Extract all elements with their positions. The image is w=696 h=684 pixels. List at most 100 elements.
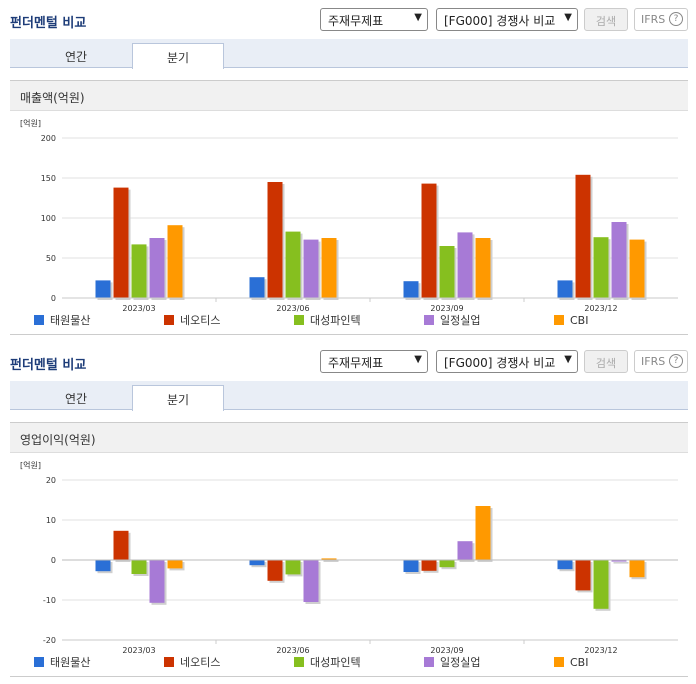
bar — [267, 182, 283, 298]
x-tick-label: 2023/12 — [584, 304, 617, 313]
bar — [321, 238, 337, 298]
ifrs-help-button[interactable]: IFRS ? — [634, 8, 688, 31]
tab-quarterly[interactable]: 분기 — [132, 43, 224, 69]
peer-compare-select-value: [FG000] 경쟁사 비교 — [444, 356, 556, 370]
y-tick-label: 100 — [41, 214, 56, 223]
chart-header: 영업이익(억원) — [10, 423, 688, 453]
chevron-down-icon: ▼ — [414, 354, 422, 365]
y-tick-label: 10 — [46, 516, 56, 525]
bar — [421, 183, 437, 298]
bar — [113, 187, 129, 298]
bar — [575, 174, 591, 298]
bar — [403, 281, 419, 298]
legend-swatch — [164, 657, 174, 667]
tab-annual[interactable]: 연간 — [64, 50, 88, 64]
search-button[interactable]: 검색 — [584, 350, 628, 373]
y-tick-label: 0 — [51, 294, 56, 303]
legend-swatch — [34, 657, 44, 667]
legend-swatch — [424, 657, 434, 667]
bar — [557, 560, 573, 570]
x-tick-label: 2023/06 — [276, 304, 309, 313]
x-tick-label: 2023/09 — [430, 304, 463, 313]
bar — [439, 246, 455, 298]
legend-swatch — [554, 657, 564, 667]
tab-annual[interactable]: 연간 — [64, 392, 88, 406]
bar — [321, 558, 337, 560]
legend-label: 대성파인텍 — [310, 314, 361, 327]
ifrs-label: IFRS — [641, 355, 666, 368]
panel-header: 펀더멘털 비교 주재무제표 ▼ [FG000] 경쟁사 비교 ▼ 검색 IFRS… — [0, 342, 696, 376]
bar — [285, 231, 301, 298]
legend-label: 대성파인텍 — [310, 656, 361, 669]
bar — [249, 277, 265, 298]
question-icon: ? — [669, 12, 683, 26]
search-button[interactable]: 검색 — [584, 8, 628, 31]
chevron-down-icon: ▼ — [564, 12, 572, 23]
bar — [475, 238, 491, 298]
bar — [593, 237, 609, 298]
legend-label: CBI — [570, 314, 588, 327]
fundamental-panel-sales: 펀더멘털 비교 주재무제표 ▼ [FG000] 경쟁사 비교 ▼ 검색 IFRS… — [0, 0, 696, 335]
bar — [457, 541, 473, 560]
tab-quarterly[interactable]: 분기 — [132, 385, 224, 411]
legend-swatch — [554, 315, 564, 325]
legend-label: 일정실업 — [440, 313, 480, 327]
ifrs-help-button[interactable]: IFRS ? — [634, 350, 688, 373]
statement-select-value: 주재무제표 — [328, 14, 384, 28]
chart-box: 매출액(억원) [억원] 0 50 100 150 200 2023/03 2023/06 20… — [10, 80, 688, 335]
bar — [629, 560, 645, 578]
legend-swatch — [294, 315, 304, 325]
chevron-down-icon: ▼ — [564, 354, 572, 365]
chart-box: 영업이익(억원) [억원] -20 -10 0 10 20 2023/03 2023/06 20… — [10, 422, 688, 677]
chevron-down-icon: ▼ — [414, 12, 422, 23]
bar — [303, 560, 319, 602]
peer-compare-select[interactable]: [FG000] 경쟁사 비교 ▼ — [436, 350, 578, 373]
ifrs-label: IFRS — [641, 13, 666, 26]
legend-label: 일정실업 — [440, 655, 480, 669]
legend-label: 네오티스 — [180, 314, 220, 327]
legend-label: CBI — [570, 656, 588, 669]
bar — [611, 222, 627, 298]
bar — [575, 560, 591, 591]
panel-header: 펀더멘털 비교 주재무제표 ▼ [FG000] 경쟁사 비교 ▼ 검색 IFRS… — [0, 0, 696, 34]
x-tick-label: 2023/03 — [122, 304, 155, 313]
unit-label: [억원] — [20, 460, 41, 470]
legend-label: 태원물산 — [50, 656, 90, 669]
statement-select[interactable]: 주재무제표 ▼ — [320, 350, 428, 373]
panel-title: 펀더멘털 비교 — [10, 358, 87, 373]
legend-swatch — [424, 315, 434, 325]
statement-select[interactable]: 주재무제표 ▼ — [320, 8, 428, 31]
bar — [475, 506, 491, 560]
fundamental-panel-operating-profit: 펀더멘털 비교 주재무제표 ▼ [FG000] 경쟁사 비교 ▼ 검색 IFRS… — [0, 342, 696, 684]
legend-swatch — [164, 315, 174, 325]
legend-label: 태원물산 — [50, 314, 90, 327]
legend-label: 네오티스 — [180, 656, 220, 669]
legend-swatch — [34, 315, 44, 325]
bar — [457, 232, 473, 298]
peer-compare-select-value: [FG000] 경쟁사 비교 — [444, 14, 556, 28]
bar — [285, 560, 301, 575]
unit-label: [억원] — [20, 118, 41, 128]
bar — [149, 560, 165, 603]
chart-header: 매출액(억원) — [10, 81, 688, 111]
statement-select-value: 주재무제표 — [328, 356, 384, 370]
bar-shadow — [613, 562, 629, 564]
bar — [421, 560, 437, 571]
bar — [593, 560, 609, 609]
bar — [167, 560, 183, 569]
bar — [611, 560, 627, 562]
bar — [131, 560, 147, 574]
x-tick-label: 2023/09 — [430, 646, 463, 655]
bar — [439, 560, 455, 568]
bar — [131, 244, 147, 298]
period-tabs: 연간 분기 — [10, 39, 688, 69]
bar — [303, 239, 319, 298]
legend-swatch — [294, 657, 304, 667]
chart-title: 매출액(억원) — [20, 91, 85, 105]
y-tick-label: -20 — [43, 636, 56, 645]
bar — [629, 239, 645, 298]
bar-chart: [억원] 0 50 100 150 200 2023/03 2023/06 2023/09 202… — [20, 118, 678, 327]
peer-compare-select[interactable]: [FG000] 경쟁사 비교 ▼ — [436, 8, 578, 31]
y-tick-label: 200 — [41, 134, 56, 143]
bar — [113, 530, 129, 560]
